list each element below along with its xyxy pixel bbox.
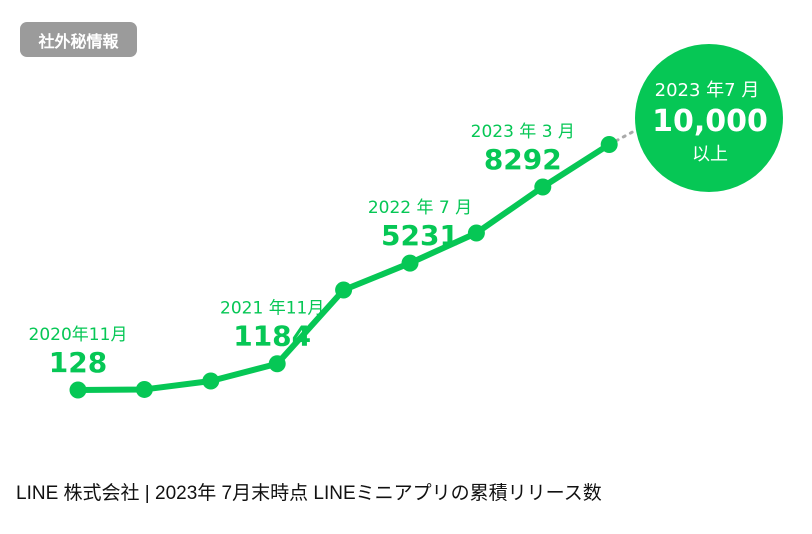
annotation-value: 128 — [49, 346, 107, 379]
data-point — [401, 254, 419, 272]
dotted-connector — [607, 126, 642, 146]
data-point — [202, 372, 220, 390]
annotation-date: 2022 年 7 月 — [368, 198, 472, 218]
callout-date: 2023 年7 月 — [655, 80, 760, 101]
data-point — [335, 281, 353, 299]
data-point — [600, 135, 618, 153]
confidential-badge: 社外秘情報 — [20, 22, 137, 57]
annotation-date: 2020年11月 — [29, 325, 128, 345]
callout-value: 10,000 — [652, 104, 768, 139]
annotation-date: 2021 年11月 — [220, 299, 324, 319]
callout-circle — [635, 44, 783, 192]
series-line — [77, 141, 611, 393]
callout-suffix: 以上 — [692, 144, 728, 165]
data-point — [534, 178, 552, 196]
data-point — [69, 381, 87, 399]
annotation-value: 8292 — [484, 143, 562, 176]
footer-caption: LINE 株式会社 | 2023年 7月末時点 LINEミニアプリの累積リリース… — [16, 483, 602, 504]
annotation-date: 2023 年 3 月 — [471, 122, 575, 142]
data-point — [467, 224, 485, 242]
annotation-value: 1184 — [233, 320, 311, 353]
data-point — [135, 380, 153, 398]
data-point — [268, 355, 286, 373]
annotation-value: 5231 — [381, 219, 459, 252]
